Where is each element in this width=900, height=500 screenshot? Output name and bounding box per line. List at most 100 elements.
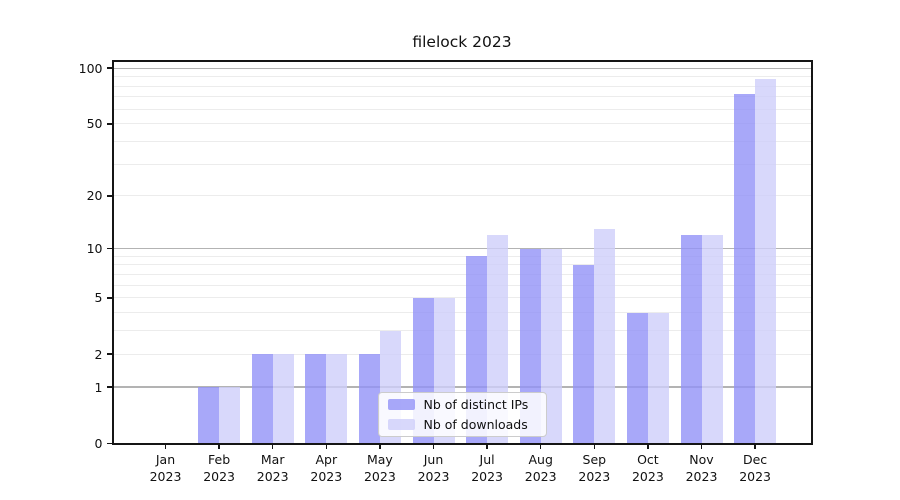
x-tick-label-line: 2023 bbox=[685, 469, 718, 484]
y-tick-mark bbox=[106, 123, 113, 125]
x-tick-label-line: Sep bbox=[582, 451, 607, 467]
y-tick-mark bbox=[106, 247, 113, 250]
minor-gridline bbox=[112, 123, 812, 125]
major-gridline bbox=[112, 386, 812, 388]
bar-ips-dec bbox=[734, 93, 756, 444]
y-tick-mark bbox=[106, 67, 113, 70]
x-tick-label: Oct 2023 bbox=[606, 451, 690, 486]
y-tick-mark bbox=[106, 297, 113, 299]
y-tick-label: 100 bbox=[78, 60, 103, 76]
legend-label: Nb of distinct IPs bbox=[423, 397, 529, 413]
x-tick-label-line: 2023 bbox=[310, 469, 343, 484]
minor-gridline bbox=[112, 255, 812, 257]
y-tick-label: 10 bbox=[86, 241, 103, 257]
x-tick-label: Sep 2023 bbox=[552, 451, 636, 486]
minor-gridline bbox=[112, 312, 812, 314]
minor-gridline bbox=[112, 353, 812, 355]
minor-gridline bbox=[112, 273, 812, 275]
bar-downloads-dec bbox=[755, 78, 777, 444]
y-tick-label: 2 bbox=[94, 346, 103, 362]
x-tick-label-line: Aug bbox=[528, 451, 553, 467]
bar-downloads-nov bbox=[701, 234, 723, 444]
legend: Nb of distinct IPs Nb of downloads bbox=[377, 392, 547, 437]
y-tick-mark bbox=[106, 195, 113, 197]
y-tick-label: 5 bbox=[94, 290, 103, 306]
y-tick-label: 20 bbox=[86, 188, 103, 204]
x-tick-label: Dec 2023 bbox=[713, 451, 797, 486]
bar-ips-apr bbox=[305, 354, 327, 444]
y-tick-label: 1 bbox=[94, 379, 103, 395]
y-tick-label: 50 bbox=[86, 116, 103, 132]
legend-swatch bbox=[387, 399, 415, 411]
minor-gridline bbox=[112, 195, 812, 197]
y-tick-mark bbox=[106, 386, 113, 388]
bar-downloads-jul bbox=[487, 234, 509, 444]
bar-downloads-apr bbox=[326, 354, 348, 444]
x-tick-mark bbox=[271, 444, 274, 449]
minor-gridline bbox=[112, 264, 812, 266]
bar-ips-may bbox=[358, 354, 380, 444]
plot-area: 0 1 2 5 10 20 50 100 Jan 2023 Feb 2023 Mar 2023 Apr 20… bbox=[79, 60, 813, 484]
x-tick-label-line: Mar bbox=[260, 451, 285, 467]
minor-gridline bbox=[112, 163, 812, 165]
x-tick-label-line: Jul bbox=[479, 451, 495, 467]
bar-downloads-sep bbox=[594, 228, 616, 444]
legend-swatch bbox=[387, 418, 415, 430]
x-tick-label: Mar 2023 bbox=[231, 451, 315, 486]
x-tick-label-line: 2023 bbox=[203, 469, 235, 484]
x-tick-label-line: 2023 bbox=[739, 469, 771, 484]
bar-ips-nov bbox=[680, 234, 702, 444]
x-tick-mark bbox=[700, 444, 703, 449]
bar-downloads-oct bbox=[647, 312, 669, 444]
x-tick-mark bbox=[647, 444, 649, 449]
x-tick-mark bbox=[432, 444, 435, 449]
bar-ips-sep bbox=[573, 264, 595, 444]
x-tick-label: Feb 2023 bbox=[177, 451, 261, 486]
bar-ips-feb bbox=[198, 387, 220, 444]
x-tick-label-line: 2023 bbox=[578, 469, 611, 484]
x-tick-label: Jul 2023 bbox=[445, 451, 529, 486]
x-tick-mark bbox=[539, 444, 542, 449]
legend-label: Nb of downloads bbox=[423, 416, 528, 432]
major-gridline bbox=[112, 247, 812, 250]
x-tick-label-line: May bbox=[366, 451, 393, 467]
x-tick-label-line: Jan bbox=[155, 451, 176, 467]
x-tick-label: Nov 2023 bbox=[660, 451, 744, 486]
bar-ips-oct bbox=[626, 312, 648, 444]
x-tick-label: May 2023 bbox=[338, 451, 422, 486]
legend-item: Nb of distinct IPs bbox=[387, 397, 537, 413]
x-tick-label: Aug 2023 bbox=[499, 451, 583, 486]
x-tick-label-line: Nov bbox=[689, 451, 714, 467]
x-tick-label-line: Apr bbox=[315, 451, 338, 467]
y-tick-mark bbox=[106, 353, 113, 355]
x-tick-label: Jun 2023 bbox=[392, 451, 476, 486]
minor-gridline bbox=[112, 96, 812, 98]
x-tick-label-line: 2023 bbox=[471, 469, 503, 484]
x-tick-label-line: 2023 bbox=[631, 469, 664, 484]
x-tick-label: Apr 2023 bbox=[284, 451, 368, 486]
x-tick-label-line: 2023 bbox=[363, 469, 396, 484]
bar-downloads-feb bbox=[219, 387, 241, 444]
x-tick-label-line: Jun bbox=[423, 451, 444, 467]
x-tick-label-line: 2023 bbox=[256, 469, 289, 484]
x-tick-mark bbox=[325, 444, 328, 449]
bar-downloads-mar bbox=[272, 354, 294, 444]
major-gridline bbox=[112, 67, 812, 69]
minor-gridline bbox=[112, 108, 812, 110]
x-tick-label-line: Dec bbox=[742, 451, 768, 467]
bar-ips-mar bbox=[251, 354, 273, 444]
x-tick-mark bbox=[379, 444, 381, 449]
chart-title: filelock 2023 bbox=[412, 33, 512, 51]
x-tick-mark bbox=[593, 444, 596, 449]
minor-gridline bbox=[112, 330, 812, 332]
minor-gridline bbox=[112, 76, 812, 78]
x-tick-mark bbox=[164, 444, 167, 449]
x-tick-label-line: 2023 bbox=[149, 469, 182, 484]
y-tick-label: 0 bbox=[94, 436, 103, 451]
minor-gridline bbox=[112, 85, 812, 87]
x-tick-mark bbox=[218, 444, 220, 449]
x-tick-label-line: Oct bbox=[637, 451, 659, 467]
minor-gridline bbox=[112, 141, 812, 143]
x-tick-mark bbox=[754, 444, 756, 449]
